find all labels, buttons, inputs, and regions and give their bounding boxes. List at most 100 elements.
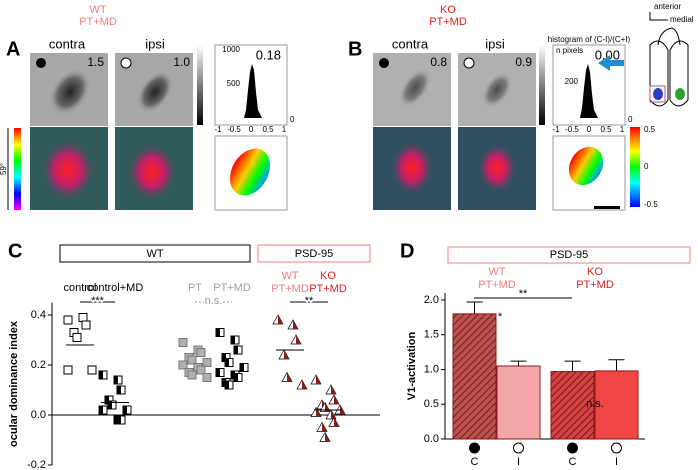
odi-value: 0.00 — [595, 47, 620, 62]
odi-value: 0.18 — [256, 47, 281, 62]
point-part — [78, 313, 88, 322]
point — [325, 384, 337, 395]
point-part — [225, 381, 229, 389]
group-label: PT+MD — [309, 283, 347, 295]
header: WT — [146, 248, 163, 260]
image-blob — [40, 138, 96, 202]
image-value: 0.9 — [515, 55, 532, 69]
group-label: PT+MD — [478, 279, 516, 291]
group-label: control+MD — [87, 282, 144, 294]
map — [230, 148, 270, 196]
point-part — [284, 350, 289, 359]
panel-letter: B — [348, 38, 362, 60]
hist-ytick: 500 — [227, 79, 241, 88]
point-part — [117, 386, 121, 394]
point-part — [334, 417, 339, 427]
point — [215, 328, 225, 337]
point — [281, 371, 293, 382]
group-label: PT+MD — [213, 282, 251, 294]
bar-hatch — [453, 313, 496, 439]
point — [224, 358, 234, 367]
hist-ytick: 0 — [290, 115, 295, 124]
point — [196, 365, 206, 375]
point-part — [322, 422, 327, 432]
image-label: ipsi — [485, 36, 505, 51]
hist-ylabel: n pixels — [556, 46, 583, 55]
hist-xtick: 1 — [620, 125, 625, 134]
header-box — [59, 244, 251, 263]
colorbar — [197, 45, 203, 125]
point-part — [81, 320, 91, 330]
point-part — [187, 355, 197, 365]
point-part — [222, 353, 226, 362]
colorbar-tick: -0.5 — [644, 200, 658, 209]
v1 — [653, 88, 663, 100]
point — [316, 421, 328, 432]
group-label: KO — [320, 270, 336, 282]
colorbar — [630, 127, 640, 207]
y-tick-label: 1.5 — [424, 329, 439, 341]
point-part — [225, 358, 229, 367]
point — [233, 373, 243, 382]
point-part — [316, 375, 321, 384]
panel-letter: A — [6, 38, 20, 60]
point-part — [196, 348, 206, 357]
point-part — [99, 406, 103, 414]
point — [319, 401, 331, 412]
point-part — [216, 328, 220, 337]
hist-xtick: 0.5 — [262, 125, 274, 134]
point — [296, 379, 308, 390]
point — [187, 355, 197, 365]
point-part — [117, 416, 121, 424]
eye-icon — [120, 57, 132, 69]
point — [319, 431, 331, 442]
point — [78, 313, 88, 322]
point-part — [287, 372, 292, 382]
hist-ytick: 0 — [628, 115, 633, 124]
point-part — [296, 335, 301, 344]
significance: ** — [305, 295, 314, 307]
bar-hatch — [551, 371, 594, 439]
point — [72, 333, 82, 342]
point — [98, 370, 108, 380]
x-tick-label: I — [517, 456, 520, 468]
group-label: PT+MD — [576, 279, 614, 291]
x-tick-label: C — [471, 456, 479, 468]
point — [87, 365, 97, 375]
y-axis-label: V1-activation — [406, 331, 418, 400]
colorbar-tick: 0 — [644, 162, 649, 171]
y-axis-label: ocular dominance index — [8, 320, 20, 447]
panel-letter: C — [8, 240, 22, 262]
group-label: PT — [188, 282, 202, 294]
hist-ytick: 200 — [565, 77, 579, 86]
point — [113, 375, 123, 385]
annotation: ** — [519, 288, 528, 300]
point-part — [325, 402, 330, 412]
image-blob — [477, 142, 517, 194]
point — [287, 319, 299, 330]
panel-b: B KO PT+MD contra ipsi 0.8 0.9 histogram… — [348, 2, 694, 211]
image-label: ipsi — [145, 36, 165, 51]
point-part — [202, 373, 212, 382]
group-label: control — [63, 282, 96, 294]
point — [278, 349, 290, 360]
image-blob — [126, 142, 178, 202]
phase-legend — [14, 128, 21, 210]
point-part — [114, 376, 118, 384]
point-part — [202, 358, 212, 367]
y-tick-label: 0.5 — [424, 398, 439, 410]
point-part — [293, 320, 298, 329]
point-part — [99, 371, 103, 379]
hist-ytick: 1000 — [222, 45, 240, 54]
point-part — [340, 405, 345, 414]
roi — [649, 85, 666, 103]
point — [290, 334, 302, 345]
point-part — [278, 315, 283, 324]
point — [328, 394, 340, 405]
optic-pathway — [657, 27, 681, 46]
panel-a: A WT PT+MD contra ipsi 1.5 1.0 59° 0.18 … — [0, 4, 295, 211]
eye-icon — [469, 442, 480, 454]
hist-xtick: 0 — [587, 125, 592, 134]
point-part — [231, 371, 235, 379]
group-label: PT+MD — [271, 283, 309, 295]
